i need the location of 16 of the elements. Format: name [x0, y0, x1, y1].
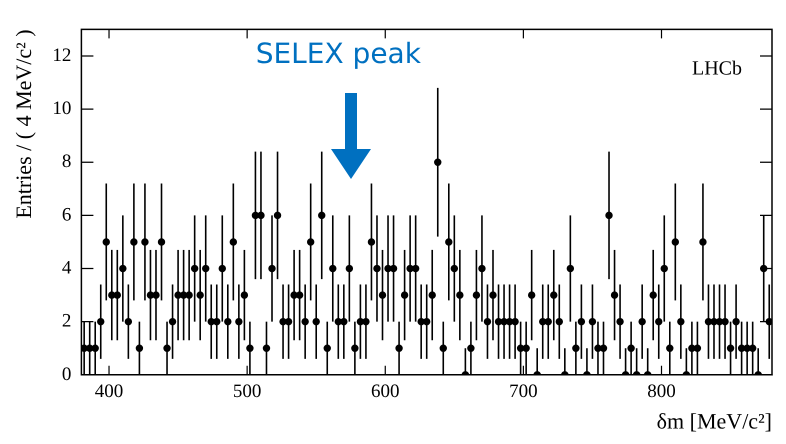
y-tick-label: 6 [62, 204, 72, 226]
x-tick-label: 600 [371, 381, 400, 402]
y-tick-label: 8 [62, 151, 72, 172]
x-axis-title: δm [MeV/c²] [656, 408, 772, 434]
y-tick-label: 10 [52, 98, 72, 120]
y-tick-label: 12 [52, 44, 72, 66]
y-tick-label: 4 [62, 258, 72, 279]
y-tick-label: 2 [62, 310, 72, 332]
y-tick-label: 0 [62, 364, 72, 385]
annotation: SELEX peak [256, 37, 421, 70]
x-tick-label: 400 [94, 381, 124, 402]
y-axis-title: Entries / ( 4 MeV/c² ) [10, 29, 36, 219]
x-tick-label: 700 [509, 381, 538, 402]
annotation: LHCb [692, 58, 742, 80]
x-tick-label: 800 [647, 381, 676, 402]
x-tick-label: 500 [232, 381, 262, 402]
